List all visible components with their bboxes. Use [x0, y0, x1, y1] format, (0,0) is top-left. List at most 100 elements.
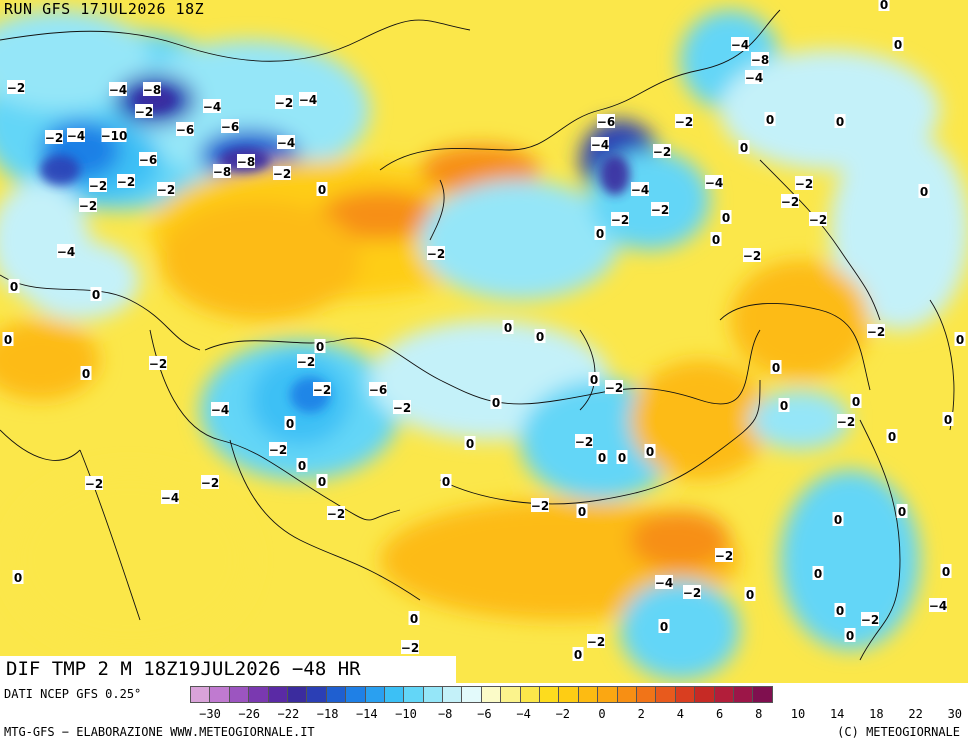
contour-label-bg: [401, 640, 419, 654]
color-swatch: [655, 686, 676, 703]
contour-label: 0: [492, 396, 500, 410]
contour-label: −2: [393, 401, 411, 415]
contour-label: −2: [157, 183, 175, 197]
contour-label: 0: [316, 340, 324, 354]
contour-label-bg: [109, 82, 127, 96]
contour-label: 0: [92, 288, 100, 302]
contour-label: 0: [466, 437, 474, 451]
color-swatch: [442, 686, 463, 703]
contour-label-bg: [720, 210, 732, 224]
contour-label-bg: [273, 166, 291, 180]
contour-label-bg: [605, 380, 623, 394]
color-scale: [190, 686, 773, 703]
contour-label-bg: [393, 400, 411, 414]
credit-copyright: (C) METEOGIORNALE: [837, 725, 960, 739]
color-swatch: [403, 686, 424, 703]
contour-label-bg: [616, 450, 628, 464]
contour-label: 0: [596, 227, 604, 241]
contour-label-bg: [591, 137, 609, 151]
contour-label-bg: [896, 504, 908, 518]
color-swatch: [267, 686, 288, 703]
scale-tick-label: 14: [829, 707, 845, 721]
contour-label: −4: [203, 100, 221, 114]
contour-label-bg: [2, 332, 14, 346]
contour-label: −8: [751, 53, 769, 67]
contour-label-bg: [117, 174, 135, 188]
contour-label: −2: [781, 195, 799, 209]
contour-label: 0: [598, 451, 606, 465]
color-swatch: [461, 686, 482, 703]
contour-label: 0: [836, 115, 844, 129]
scale-tick-label: 4: [676, 707, 685, 721]
contour-label-bg: [594, 226, 606, 240]
scale-tick-label: −8: [437, 707, 453, 721]
color-swatch: [500, 686, 521, 703]
contour-label: 0: [894, 38, 902, 52]
contour-label: −4: [731, 38, 749, 52]
contour-label-bg: [316, 474, 328, 488]
contour-label-bg: [954, 332, 966, 346]
contour-label: 0: [286, 417, 294, 431]
color-swatch: [286, 686, 308, 703]
contour-label-bg: [269, 442, 287, 456]
scale-tick-label: 2: [637, 707, 645, 721]
contour-label-bg: [653, 144, 671, 158]
contour-label: 0: [10, 280, 18, 294]
contour-label-bg: [631, 182, 649, 196]
contour-label-bg: [832, 512, 844, 526]
contour-label: −2: [611, 213, 629, 227]
contour-label: 0: [846, 629, 854, 643]
color-swatch: [519, 686, 541, 703]
contour-label: −6: [597, 115, 615, 129]
contour-label-bg: [79, 198, 97, 212]
contour-label: 0: [574, 648, 582, 662]
contour-label: 0: [410, 612, 418, 626]
contour-label-bg: [490, 395, 502, 409]
contour-label-bg: [284, 416, 296, 430]
contour-label: 0: [944, 413, 952, 427]
contour-label: −2: [651, 203, 669, 217]
contour-label: 0: [780, 399, 788, 413]
contour-label: −2: [587, 635, 605, 649]
contour-label: −4: [161, 491, 179, 505]
contour-label: 0: [956, 333, 964, 347]
contour-label-bg: [738, 140, 750, 154]
color-swatch: [306, 686, 327, 703]
contour-label-bg: [408, 611, 420, 625]
scale-tick-label: −6: [477, 707, 492, 721]
contour-label-bg: [7, 80, 25, 94]
scale-tick-label: 10: [790, 707, 806, 721]
contour-label-bg: [211, 402, 229, 416]
contour-label-bg: [277, 135, 295, 149]
color-swatch: [674, 686, 696, 703]
contour-label: 0: [766, 113, 774, 127]
contour-label-bg: [809, 212, 827, 226]
contour-label-bg: [940, 564, 952, 578]
contour-label-bg: [795, 176, 813, 190]
color-swatch: [248, 686, 269, 703]
contour-label: 0: [722, 211, 730, 225]
color-swatch: [539, 686, 560, 703]
contour-label-bg: [778, 398, 790, 412]
contour-label-bg: [299, 92, 317, 106]
contour-label-bg: [203, 99, 221, 113]
contour-label-bg: [812, 566, 824, 580]
scale-tick-label: −2: [555, 707, 571, 721]
scale-tick-label: 18: [869, 707, 884, 721]
contour-label: 0: [740, 141, 748, 155]
contour-label-bg: [327, 506, 345, 520]
contour-label-bg: [369, 382, 387, 396]
contour-label: −2: [743, 249, 761, 263]
contour-label-bg: [731, 37, 749, 51]
contour-label-bg: [297, 354, 315, 368]
contour-label-bg: [85, 476, 103, 490]
contour-label: −2: [327, 507, 345, 521]
contour-label-bg: [296, 458, 308, 472]
color-swatch: [480, 686, 502, 703]
scale-tick-label: 8: [755, 707, 763, 721]
scale-tick-label: 0: [598, 707, 606, 721]
contour-label-bg: [237, 154, 255, 168]
contour-label: −2: [201, 476, 219, 490]
color-swatch: [228, 686, 250, 703]
contour-label: 0: [920, 185, 928, 199]
